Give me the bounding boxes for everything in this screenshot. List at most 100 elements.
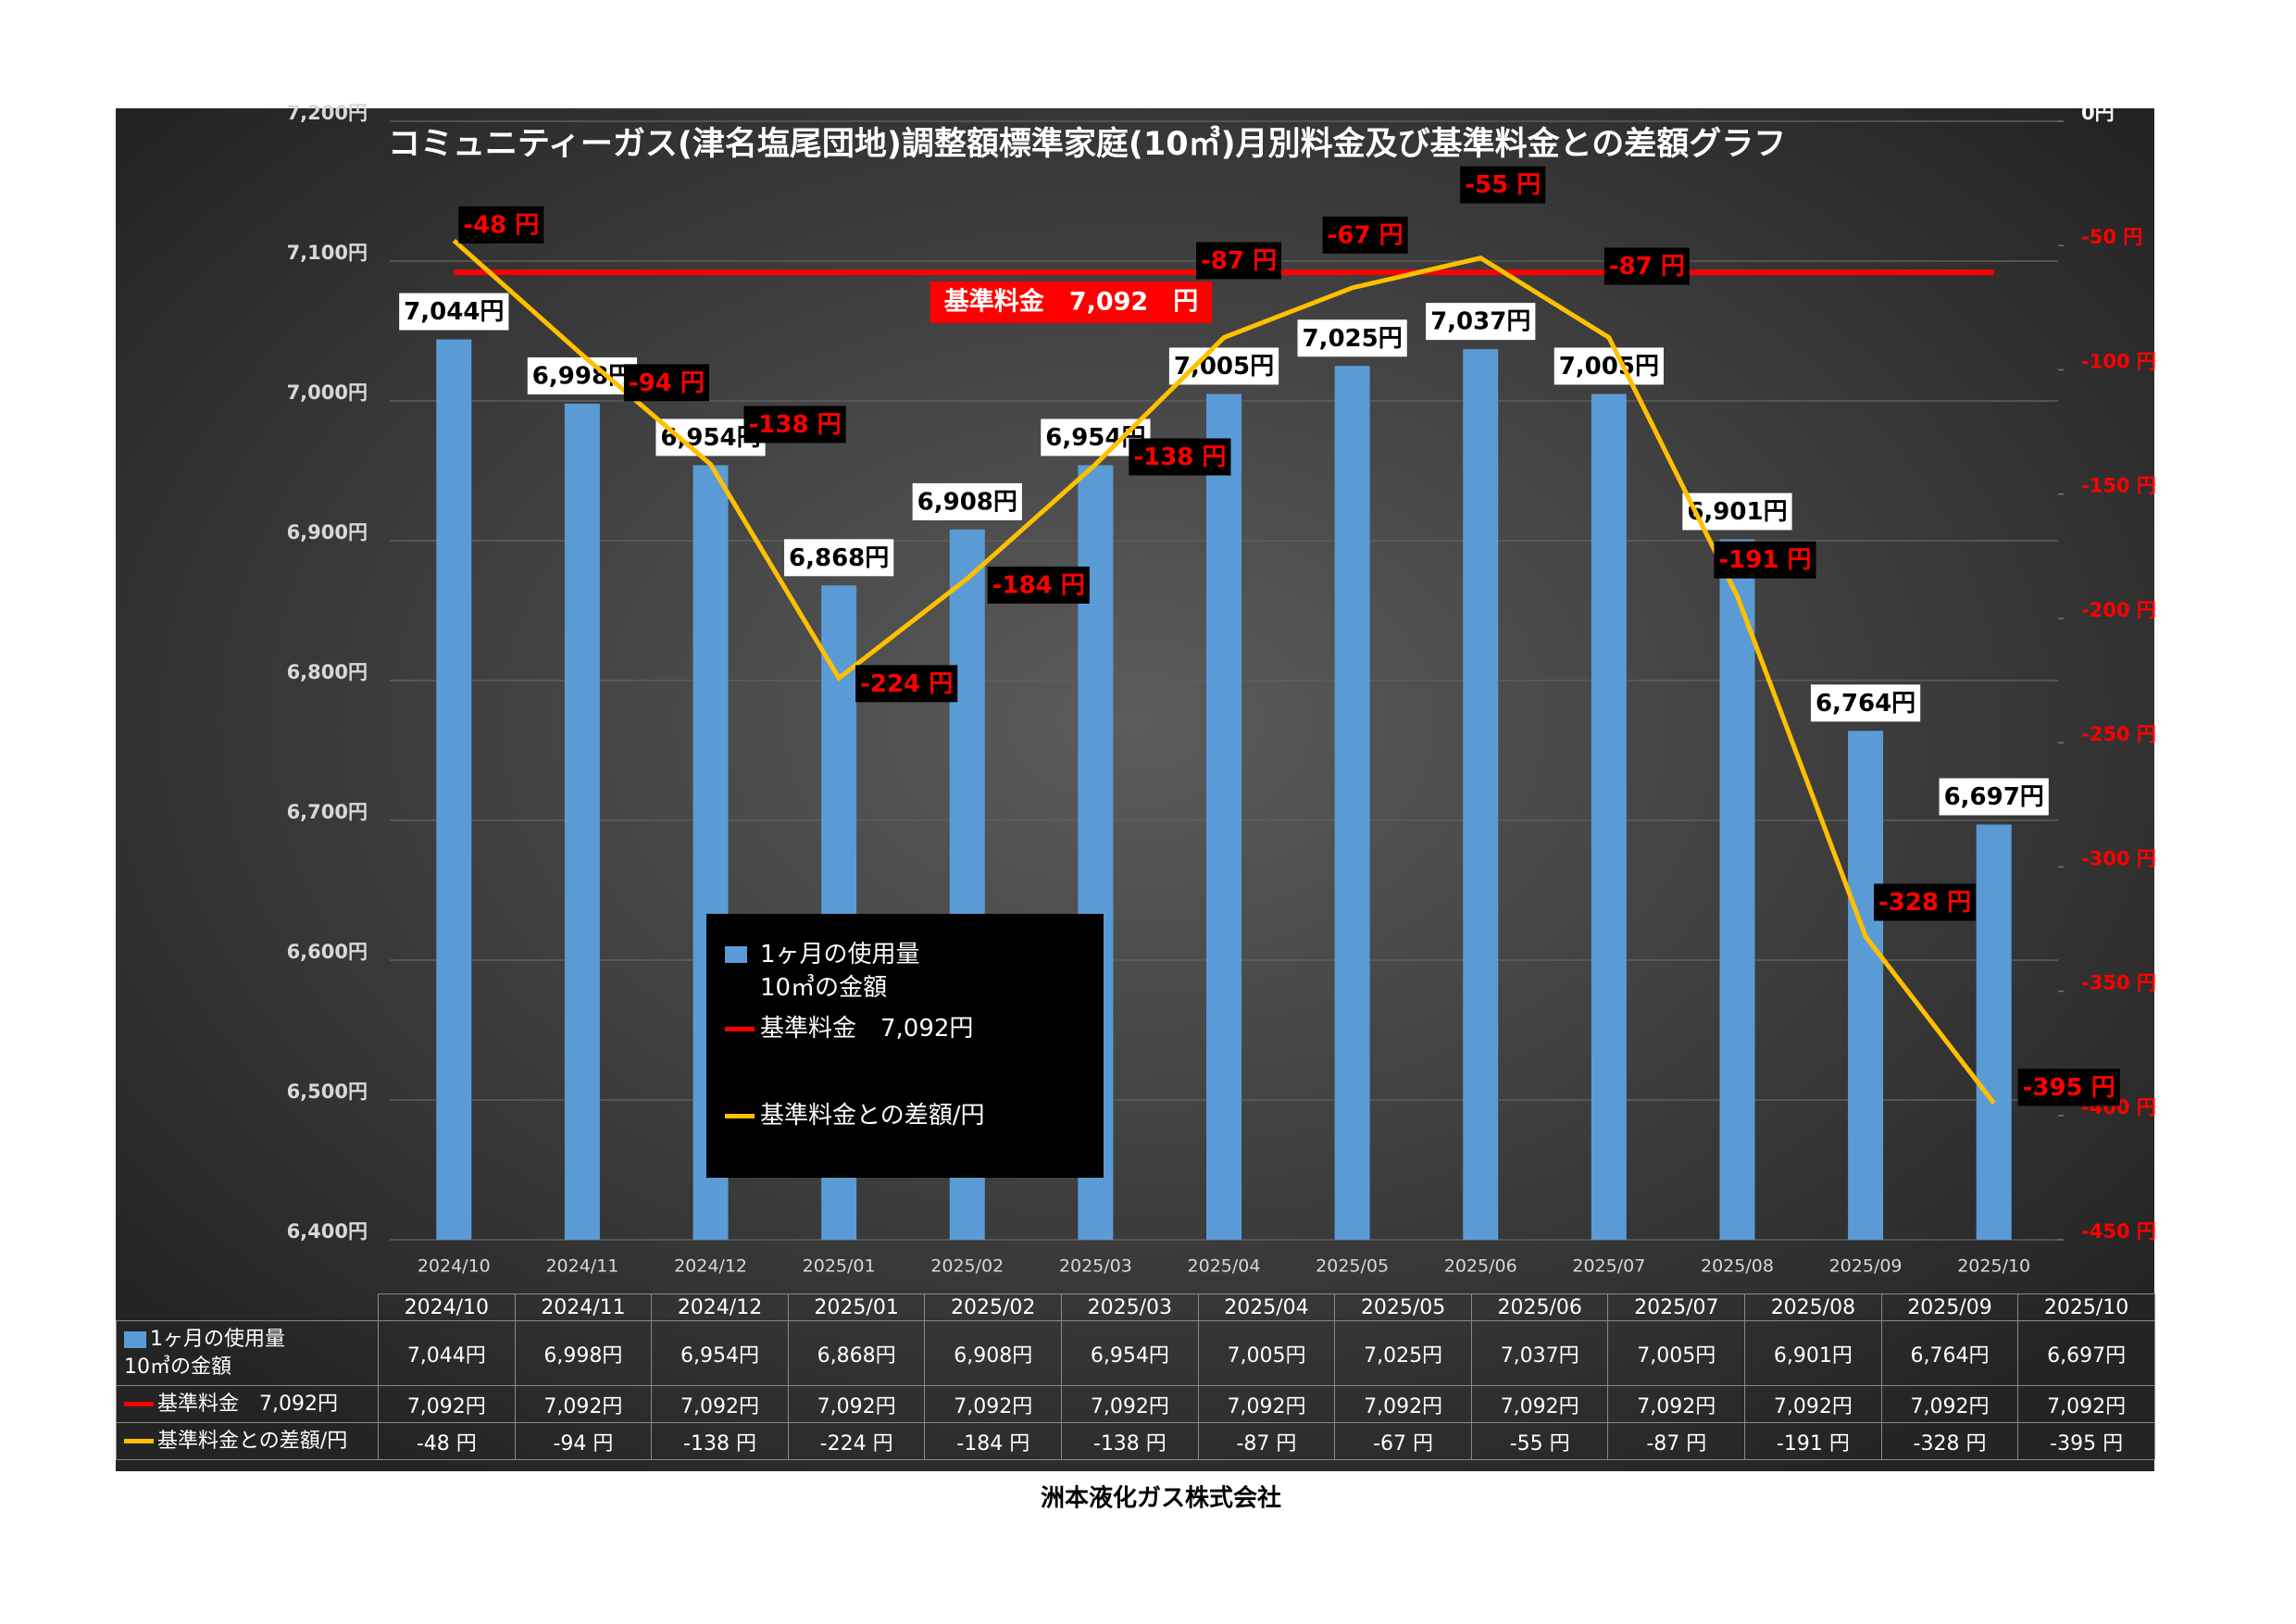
annotation-box [930,281,1213,323]
table-cell: -224 円 [787,1422,926,1460]
bar-value-label-box [1426,303,1536,341]
x-tick-label: 2025/02 [930,1256,1004,1277]
y-tick-label: 6,500円 [287,1081,368,1103]
table-cell: -191 円 [1744,1422,1882,1460]
table-cell: -67 円 [1334,1422,1472,1460]
annotation: 基準料金 7,092 円 [944,287,1198,317]
table-cell: -87 円 [1607,1422,1746,1460]
table-cell: -184 円 [924,1422,1063,1460]
table-header-row: 2024/10 2024/11 2024/12 2025/01 2025/02 2025/… [116,1293,2155,1321]
y-tick-label: 7,100円 [287,242,368,264]
difference-label: -67 円 [1328,221,1404,249]
table-header-cell: 2025/08 [1744,1293,1882,1321]
difference-label: -184 円 [992,571,1085,599]
bar-value-label-box [912,482,1022,520]
x-tick-label: 2025/07 [1572,1256,1645,1277]
table-cell: 6,998円 [514,1320,653,1386]
bar [1976,824,2012,1240]
table-cell: 6,764円 [1880,1320,2019,1386]
legend: 1ヶ月の使用量 10㎥の金額 基準料金 7,092円 基準料金との差額/円 [706,914,1104,1178]
bar-value-label: 7,025円 [1302,325,1402,353]
y2-tick-label: -100 円 [2081,350,2156,372]
table-cell: 7,092円 [1470,1385,1609,1423]
x-tick-label: 2024/12 [674,1256,747,1277]
legend-key [725,1027,755,1031]
bar [1206,394,1242,1240]
difference-label-box [1714,541,1816,579]
table-header-cell: 2025/05 [1334,1293,1472,1321]
difference-label-box [623,364,709,402]
table-cell: 7,005円 [1607,1320,1746,1386]
legend-label: 1ヶ月の使用量 10㎥の金額 [760,941,920,1002]
table-cell: 6,697円 [2017,1320,2155,1386]
table-cell: 7,092円 [1744,1385,1882,1423]
bar-value-label-box [399,293,509,331]
x-tick-label: 2025/10 [1957,1256,2030,1277]
table-row-label: 基準料金 7,092円 [157,1392,338,1416]
table-legend-key [124,1330,146,1348]
legend-label: 基準料金との差額/円 [760,1102,985,1130]
table-header-cell: 2025/01 [787,1293,926,1321]
difference-label-box [1874,883,1977,921]
bar-value-label: 6,868円 [789,544,889,572]
table-cell: 6,954円 [1061,1320,1199,1386]
table-header-cell: 2025/10 [2017,1293,2155,1321]
bar [1719,539,1755,1240]
table-cell: -328 円 [1880,1422,2019,1460]
y2-tick-label: -350 円 [2081,972,2156,994]
y-tick-label: 6,600円 [287,941,368,963]
x-tick-label: 2025/05 [1316,1256,1389,1277]
table-row: 基準料金 7,092円 7,092円 7,092円 7,092円 7,092円 7,092… [116,1385,2155,1423]
difference-label: -48 円 [463,211,539,239]
table-row: 1ヶ月の使用量 10㎥の金額 7,044円 6,998円 6,954円 6,868円 6,… [116,1320,2155,1386]
line [452,238,1996,1105]
table-cell: 7,044円 [378,1320,516,1386]
y-tick-label: 7,200円 [287,102,368,124]
table-cell: 6,954円 [651,1320,789,1386]
x-tick-label: 2025/04 [1188,1256,1261,1277]
x-tick-label: 2025/08 [1701,1256,1774,1277]
difference-label-box [2017,1068,2120,1106]
difference-label-box [1129,438,1231,476]
table-header-cell: 2025/02 [924,1293,1063,1321]
table-header-cell: 2025/06 [1470,1293,1609,1321]
y2-tick-label: 0円 [2081,102,2115,124]
table-cell: 7,092円 [787,1385,926,1423]
bar [1334,366,1370,1240]
bar-value-label: 6,901円 [1687,498,1787,526]
table-header-cell: 2024/10 [378,1293,516,1321]
data-table: 2024/10 2024/11 2024/12 2025/01 2025/02 2025/… [116,1293,2155,1460]
table-header-cell: 2024/12 [651,1293,789,1321]
difference-label: -138 円 [748,411,841,439]
y2-tick-label: -50 円 [2081,226,2142,248]
bar [436,339,472,1240]
table-cell: 7,092円 [2017,1385,2155,1423]
y-tick-label: 6,800円 [287,661,368,683]
difference-label-box [1322,216,1408,254]
y-tick-label: 6,400円 [287,1220,368,1243]
table-row-label: 基準料金との差額/円 [157,1429,348,1453]
table-row: 基準料金との差額/円 -48 円 -94 円 -138 円 -224 円 -184 円 -1… [116,1422,2155,1460]
table-cell: 7,092円 [1607,1385,1746,1423]
table-header-cell: 2024/11 [514,1293,653,1321]
x-tick-label: 2024/11 [545,1256,618,1277]
y2-tick-label: -450 円 [2081,1220,2156,1243]
x-tick-label: 2024/10 [418,1256,491,1277]
difference-label-box [458,206,544,244]
y2-tick-label: -200 円 [2081,599,2156,621]
bar-value-label-box [1168,347,1279,385]
y2-tick-label: -250 円 [2081,723,2156,745]
difference-label: -138 円 [1133,443,1226,471]
x-tick-label: 2025/09 [1829,1256,1903,1277]
table-header-cell: 2025/03 [1061,1293,1199,1321]
bar-value-label-box [1939,778,2049,816]
x-tick-label: 2025/06 [1444,1256,1517,1277]
table-header-cell: 2025/09 [1880,1293,2019,1321]
table-cell: 7,092円 [378,1385,516,1423]
bar-value-label: 6,764円 [1816,690,1915,718]
table-cell: 7,025円 [1334,1320,1472,1386]
table-cell: 7,092円 [1061,1385,1199,1423]
difference-label-box [987,566,1090,604]
